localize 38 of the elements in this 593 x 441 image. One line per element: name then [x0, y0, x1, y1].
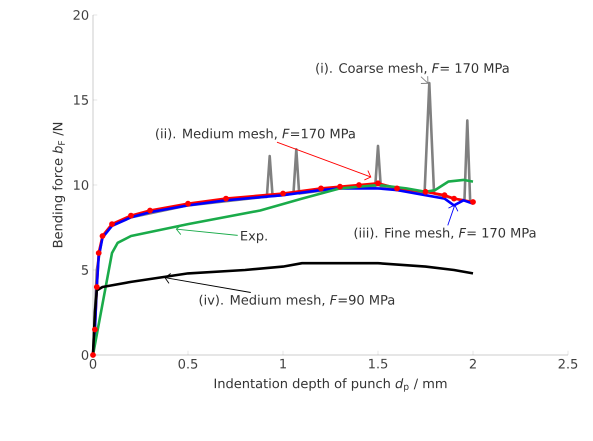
x-tick-label: 1.5	[369, 358, 388, 369]
point	[96, 250, 102, 256]
point	[470, 199, 476, 205]
annotation: (iv). Medium mesh, F=90 MPa	[200, 294, 394, 306]
point	[100, 233, 106, 239]
point	[280, 190, 286, 196]
point	[90, 352, 96, 358]
point	[147, 208, 153, 214]
annotation: (iii). Fine mesh, F= 170 MPa	[354, 228, 536, 240]
annotation: (i). Coarse mesh, F= 170 MPa	[316, 62, 509, 74]
x-tick-label: 1	[280, 358, 286, 368]
x-tick-label: 0	[90, 358, 96, 369]
y-axis-title: Bending force b$_{F}$ /N	[52, 122, 66, 248]
x-tick-label: 2.5	[558, 358, 578, 369]
x-axis-title: Indentation depth of punch d$_{p}$ / mm	[214, 378, 446, 392]
point	[92, 326, 98, 332]
point	[375, 180, 381, 186]
point	[94, 284, 100, 290]
point	[442, 192, 448, 198]
x-tick-label: 2	[470, 358, 476, 369]
point	[185, 200, 191, 207]
y-tick-label: 15	[74, 95, 88, 105]
y-tick-label: 0	[82, 350, 88, 360]
point	[451, 196, 457, 202]
point	[337, 184, 343, 190]
point	[109, 221, 115, 227]
point	[128, 212, 134, 218]
y-tick-label: 20	[74, 10, 88, 20]
point	[318, 185, 324, 192]
y-tick-label: 10	[74, 180, 88, 190]
point	[394, 185, 400, 192]
y-tick-label: 5	[82, 265, 88, 275]
point	[422, 188, 428, 195]
point	[356, 182, 362, 188]
annotation: Exp.	[241, 230, 267, 244]
point	[223, 196, 229, 202]
x-tick-label: 0.5	[178, 358, 198, 369]
annotation: (ii). Medium mesh, F=170 MPa	[156, 128, 355, 140]
